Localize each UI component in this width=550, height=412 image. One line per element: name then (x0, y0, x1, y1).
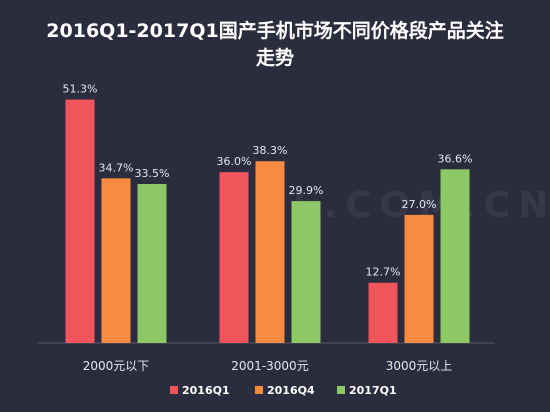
chart-title: 2016Q1-2017Q1国产手机市场不同价格段产品关注 走势 (0, 18, 550, 72)
x-tick-label-0: 2000元以下 (83, 359, 150, 373)
bar-2016Q1-0 (65, 99, 95, 343)
bar-2016Q4-2 (404, 214, 434, 343)
x-tick-label-1: 2001-3000元 (231, 359, 308, 373)
bar-2017Q1-0 (137, 184, 167, 343)
data-label-2016Q4-1: 38.3% (253, 144, 288, 157)
data-label-2017Q1-0: 33.5% (135, 167, 170, 180)
x-tick-label-2: 3000元以上 (386, 359, 453, 373)
data-label-2017Q1-2: 36.6% (438, 152, 473, 165)
chart-title-line-2: 走势 (255, 47, 294, 69)
bar-2017Q1-2 (440, 169, 470, 343)
bar-2017Q1-1 (291, 201, 321, 343)
legend-label-2016Q4: 2016Q4 (267, 384, 315, 397)
legend-swatch-2016Q4 (255, 386, 263, 394)
legend-label-2017Q1: 2017Q1 (349, 384, 397, 397)
bar-2016Q1-1 (219, 172, 249, 343)
chart-title-line-1: 2016Q1-2017Q1国产手机市场不同价格段产品关注 (46, 20, 504, 42)
legend-label-2016Q1: 2016Q1 (182, 384, 230, 397)
legend-swatch-2017Q1 (337, 386, 345, 394)
bar-2016Q4-1 (255, 161, 285, 343)
data-label-2016Q1-2: 12.7% (366, 266, 401, 279)
legend-swatch-2016Q1 (170, 386, 178, 394)
data-label-2017Q1-1: 29.9% (289, 184, 324, 197)
data-label-2016Q1-0: 51.3% (63, 83, 98, 96)
bar-2016Q1-2 (368, 282, 398, 343)
data-label-2016Q4-2: 27.0% (402, 198, 437, 211)
bar-2016Q4-0 (101, 178, 131, 343)
data-label-2016Q4-0: 34.7% (99, 161, 134, 174)
data-label-2016Q1-1: 36.0% (217, 155, 252, 168)
